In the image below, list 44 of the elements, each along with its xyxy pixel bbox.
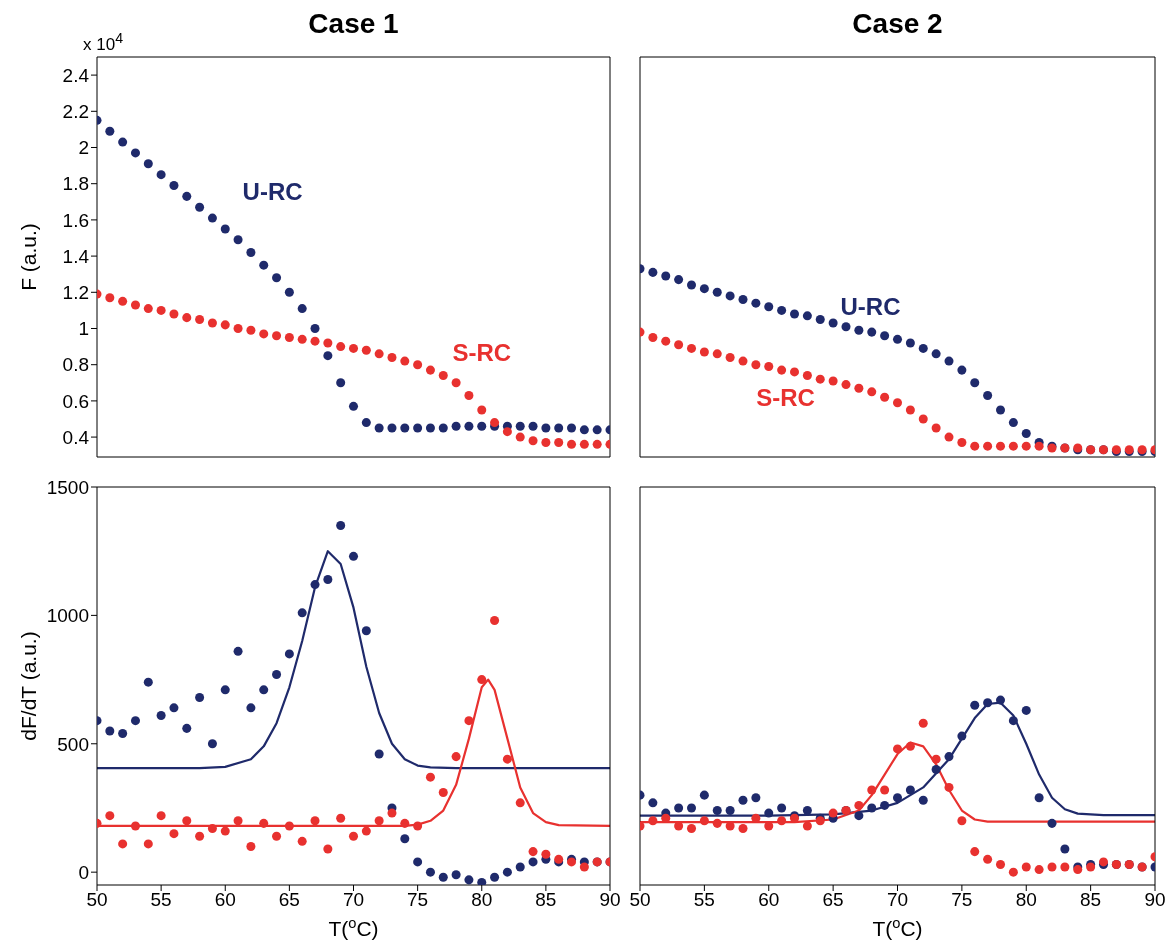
y-tick-label: 0.6	[62, 390, 89, 412]
x-tick-label: 90	[599, 889, 621, 911]
y-tick-label: 2.2	[62, 101, 89, 123]
x-tick-label: 50	[86, 889, 108, 911]
x-tick-label: 50	[629, 889, 651, 911]
x-tick-label: 85	[1080, 889, 1102, 911]
x-tick-label: 80	[471, 889, 493, 911]
y-tick-label: 1.6	[62, 209, 89, 231]
text: x 10$^{4}$	[83, 30, 124, 55]
series-label: U-RC	[242, 177, 303, 205]
y-tick-label: 1.4	[62, 245, 90, 267]
y-axis-title: dF/dT (a.u.)	[17, 631, 40, 741]
y-axis-title: F (a.u.)	[17, 223, 40, 291]
y-tick-label: 1.2	[62, 282, 89, 304]
x-tick-label: 65	[278, 889, 300, 911]
y-tick-label: 1.8	[62, 173, 89, 195]
x-tick-label: 90	[1144, 889, 1166, 911]
series-label: S-RC	[756, 384, 815, 412]
series-label: U-RC	[840, 292, 901, 320]
x-tick-label: 70	[342, 889, 365, 911]
x-tick-label: 55	[693, 889, 715, 911]
y-tick-label: 2	[78, 137, 89, 159]
y-tick-label: 1500	[46, 476, 89, 498]
chart-title: Case 2	[851, 8, 944, 40]
chart-title: Case 1	[308, 8, 399, 39]
y-tick-label: 0.4	[62, 426, 90, 448]
x-tick-label: 60	[758, 889, 780, 911]
x-tick-label: 80	[1015, 889, 1037, 911]
x-tick-label: 65	[822, 889, 844, 911]
y-tick-label: 0	[78, 861, 89, 883]
x-axis-title: T($^{o}$C)	[328, 915, 379, 940]
x-tick-label: 75	[407, 889, 429, 911]
series-label: S-RC	[452, 339, 512, 367]
x-tick-label: 70	[886, 889, 909, 911]
y-tick-label: 500	[57, 733, 89, 755]
x-axis-title: T($^{o}$C)	[872, 915, 923, 940]
x-tick-label: 60	[214, 889, 236, 911]
x-tick-label: 55	[150, 889, 172, 911]
y-tick-label: 1	[78, 318, 89, 340]
y-tick-label: 2.4	[62, 64, 90, 86]
x-tick-label: 85	[535, 889, 557, 911]
y-tick-label: 1000	[46, 605, 89, 627]
x-tick-label: 75	[951, 889, 973, 911]
y-tick-label: 0.8	[62, 354, 89, 376]
